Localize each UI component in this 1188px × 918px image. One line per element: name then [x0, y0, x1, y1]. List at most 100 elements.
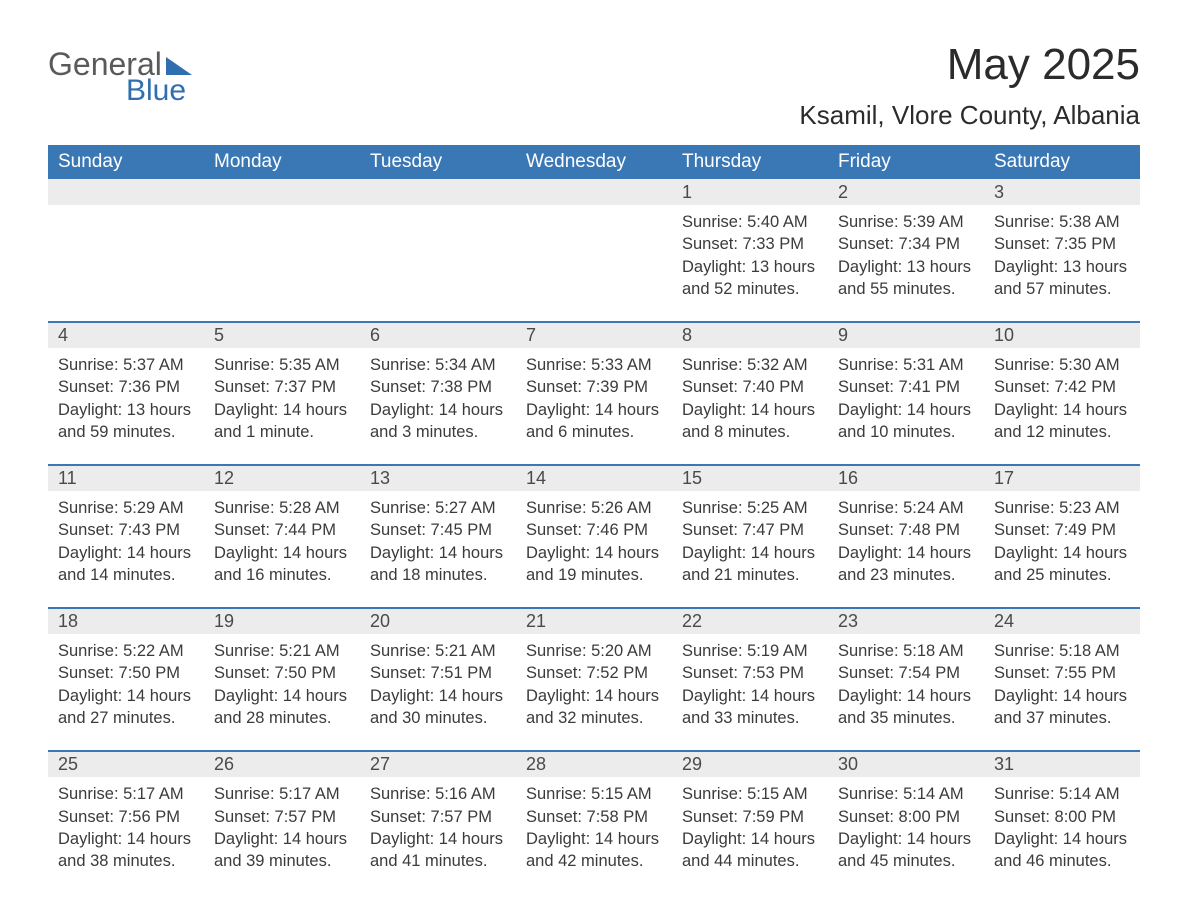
sunrise-line: Sunrise: 5:31 AM — [838, 354, 974, 376]
sunrise-line: Sunrise: 5:32 AM — [682, 354, 818, 376]
separator-cell — [360, 733, 516, 751]
day-number: 29 — [672, 751, 828, 777]
daylight-line: Daylight: 14 hours and 16 minutes. — [214, 542, 350, 587]
day-detail: Sunrise: 5:17 AMSunset: 7:56 PMDaylight:… — [48, 777, 204, 876]
day-number: 4 — [48, 322, 204, 348]
day-detail: Sunrise: 5:22 AMSunset: 7:50 PMDaylight:… — [48, 634, 204, 733]
day-detail: Sunrise: 5:31 AMSunset: 7:41 PMDaylight:… — [828, 348, 984, 447]
day-detail: Sunrise: 5:15 AMSunset: 7:58 PMDaylight:… — [516, 777, 672, 876]
day-number-row: 25262728293031 — [48, 751, 1140, 777]
day-detail: Sunrise: 5:19 AMSunset: 7:53 PMDaylight:… — [672, 634, 828, 733]
sunrise-line: Sunrise: 5:20 AM — [526, 640, 662, 662]
day-detail: Sunrise: 5:20 AMSunset: 7:52 PMDaylight:… — [516, 634, 672, 733]
sunset-line: Sunset: 7:55 PM — [994, 662, 1130, 684]
sunset-line: Sunset: 7:51 PM — [370, 662, 506, 684]
sunset-line: Sunset: 7:44 PM — [214, 519, 350, 541]
day-number-row: 45678910 — [48, 322, 1140, 348]
separator-cell — [984, 590, 1140, 608]
day-of-week-header: Saturday — [984, 145, 1140, 179]
day-detail: Sunrise: 5:14 AMSunset: 8:00 PMDaylight:… — [984, 777, 1140, 876]
sunset-line: Sunset: 7:45 PM — [370, 519, 506, 541]
sunrise-line: Sunrise: 5:40 AM — [682, 211, 818, 233]
separator-cell — [672, 304, 828, 322]
day-detail: Sunrise: 5:26 AMSunset: 7:46 PMDaylight:… — [516, 491, 672, 590]
day-detail-row: Sunrise: 5:40 AMSunset: 7:33 PMDaylight:… — [48, 205, 1140, 304]
sunset-line: Sunset: 7:38 PM — [370, 376, 506, 398]
separator-cell — [204, 447, 360, 465]
daylight-line: Daylight: 14 hours and 33 minutes. — [682, 685, 818, 730]
day-detail: Sunrise: 5:34 AMSunset: 7:38 PMDaylight:… — [360, 348, 516, 447]
sunrise-line: Sunrise: 5:16 AM — [370, 783, 506, 805]
separator-cell — [516, 590, 672, 608]
day-of-week-header: Monday — [204, 145, 360, 179]
separator-cell — [672, 733, 828, 751]
week-separator — [48, 447, 1140, 465]
separator-cell — [48, 447, 204, 465]
day-detail: Sunrise: 5:21 AMSunset: 7:51 PMDaylight:… — [360, 634, 516, 733]
sunrise-line: Sunrise: 5:30 AM — [994, 354, 1130, 376]
daylight-line: Daylight: 14 hours and 19 minutes. — [526, 542, 662, 587]
day-number: 18 — [48, 608, 204, 634]
sunset-line: Sunset: 8:00 PM — [838, 806, 974, 828]
sunset-line: Sunset: 7:50 PM — [58, 662, 194, 684]
sunrise-line: Sunrise: 5:19 AM — [682, 640, 818, 662]
day-detail-row: Sunrise: 5:17 AMSunset: 7:56 PM Daylight:… — [48, 777, 1140, 876]
sunrise-line: Sunrise: 5:29 AM — [58, 497, 194, 519]
week-separator — [48, 304, 1140, 322]
logo-text-general: General — [48, 46, 162, 82]
logo-triangle-icon — [166, 57, 192, 75]
day-detail: Sunrise: 5:24 AMSunset: 7:48 PMDaylight:… — [828, 491, 984, 590]
day-of-week-header: Friday — [828, 145, 984, 179]
separator-cell — [984, 733, 1140, 751]
daylight-line: Daylight: 14 hours and 18 minutes. — [370, 542, 506, 587]
sunset-line: Sunset: 7:36 PM — [58, 376, 194, 398]
day-of-week-header: Thursday — [672, 145, 828, 179]
day-detail: Sunrise: 5:18 AMSunset: 7:54 PMDaylight:… — [828, 634, 984, 733]
separator-cell — [828, 590, 984, 608]
sunset-line: Sunset: 7:48 PM — [838, 519, 974, 541]
day-number: 11 — [48, 465, 204, 491]
separator-cell — [204, 733, 360, 751]
separator-cell — [828, 304, 984, 322]
daylight-line: Daylight: 14 hours and 28 minutes. — [214, 685, 350, 730]
day-number: 31 — [984, 751, 1140, 777]
day-detail: Sunrise: 5:40 AMSunset: 7:33 PMDaylight:… — [672, 205, 828, 304]
daylight-line: Daylight: 14 hours and 14 minutes. — [58, 542, 194, 587]
day-detail: Sunrise: 5:15 AMSunset: 7:59 PMDaylight:… — [672, 777, 828, 876]
sunrise-line: Sunrise: 5:27 AM — [370, 497, 506, 519]
day-detail: Sunrise: 5:23 AMSunset: 7:49 PMDaylight:… — [984, 491, 1140, 590]
sunset-line: Sunset: 8:00 PM — [994, 806, 1130, 828]
sunset-line: Sunset: 7:56 PM — [58, 806, 194, 828]
sunset-line: Sunset: 7:54 PM — [838, 662, 974, 684]
day-detail: Sunrise: 5:17 AMSunset: 7:57 PMDaylight:… — [204, 777, 360, 876]
separator-cell — [828, 733, 984, 751]
empty-day-detail — [204, 205, 360, 304]
daylight-line: Daylight: 14 hours and 44 minutes. — [682, 828, 818, 873]
day-detail-row: Sunrise: 5:29 AMSunset: 7:43 PMDaylight:… — [48, 491, 1140, 590]
day-number-row: 123 — [48, 179, 1140, 205]
sunset-line: Sunset: 7:58 PM — [526, 806, 662, 828]
separator-cell — [48, 304, 204, 322]
daylight-line: Daylight: 14 hours and 25 minutes. — [994, 542, 1130, 587]
daylight-line: Daylight: 14 hours and 21 minutes. — [682, 542, 818, 587]
day-number: 7 — [516, 322, 672, 348]
day-detail: Sunrise: 5:18 AMSunset: 7:55 PMDaylight:… — [984, 634, 1140, 733]
day-of-week-row: SundayMondayTuesdayWednesdayThursdayFrid… — [48, 145, 1140, 179]
day-detail: Sunrise: 5:16 AMSunset: 7:57 PMDaylight:… — [360, 777, 516, 876]
daylight-line: Daylight: 14 hours and 42 minutes. — [526, 828, 662, 873]
logo: General Blue — [48, 40, 192, 106]
location: Ksamil, Vlore County, Albania — [799, 100, 1140, 131]
sunrise-line: Sunrise: 5:18 AM — [838, 640, 974, 662]
daylight-line: Daylight: 14 hours and 3 minutes. — [370, 399, 506, 444]
month-title: May 2025 — [799, 40, 1140, 90]
daylight-line: Daylight: 14 hours and 27 minutes. — [58, 685, 194, 730]
day-detail: Sunrise: 5:30 AMSunset: 7:42 PMDaylight:… — [984, 348, 1140, 447]
sunrise-line: Sunrise: 5:17 AM — [58, 783, 194, 805]
separator-cell — [360, 304, 516, 322]
empty-day-detail — [48, 205, 204, 304]
daylight-line: Daylight: 14 hours and 6 minutes. — [526, 399, 662, 444]
sunrise-line: Sunrise: 5:15 AM — [682, 783, 818, 805]
separator-cell — [204, 590, 360, 608]
sunrise-line: Sunrise: 5:38 AM — [994, 211, 1130, 233]
day-number: 23 — [828, 608, 984, 634]
